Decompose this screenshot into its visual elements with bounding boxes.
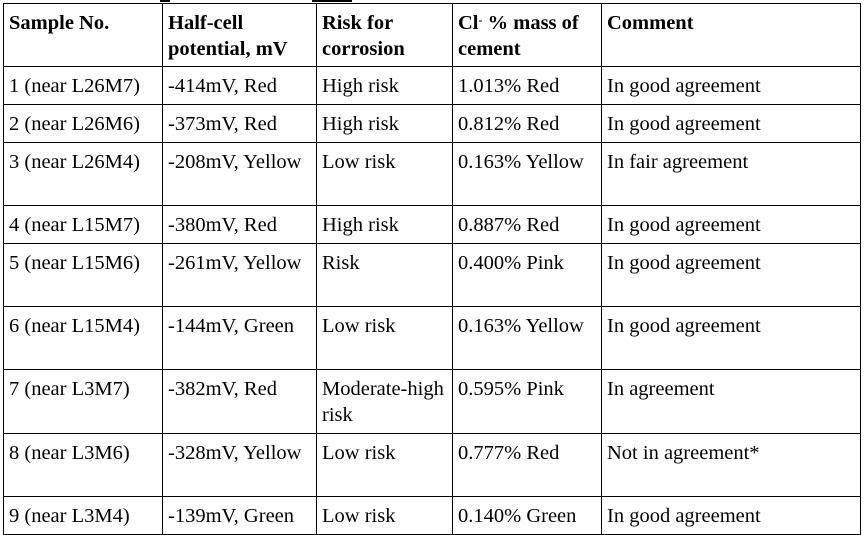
header-chloride-superscript: - [478,13,483,27]
cell-chloride: 0.140% Green [452,496,602,535]
cell-comment: In good agreement [601,306,861,370]
cell-potential: -414mV, Red [162,66,317,105]
header-chloride-prefix: Cl [458,12,479,34]
cell-chloride: 0.812% Red [452,104,602,143]
cell-chloride: 0.595% Pink [452,369,602,434]
cell-comment: In good agreement [601,243,861,307]
table-row: 2 (near L26M6) -373mV, Red High risk 0.8… [3,104,861,143]
cell-risk: High risk [316,205,453,244]
table-header-row: Sample No. Half-cell potential, mV Risk … [3,3,861,67]
table-row: 9 (near L3M4) -139mV, Green Low risk 0.1… [3,496,861,535]
table-row: 3 (near L26M4) -208mV, Yellow Low risk 0… [3,142,861,206]
cropped-line-fragment [160,0,170,2]
table-row: 7 (near L3M7) -382mV, Red Moderate-high … [3,369,861,434]
table-row: 1 (near L26M7) -414mV, Red High risk 1.0… [3,66,861,105]
cell-potential: -208mV, Yellow [162,142,317,206]
cell-risk: Low risk [316,496,453,535]
cell-chloride: 0.163% Yellow [452,306,602,370]
cell-risk: Low risk [316,142,453,206]
cell-sample: 2 (near L26M6) [3,104,163,143]
cell-potential: -382mV, Red [162,369,317,434]
cell-potential: -144mV, Green [162,306,317,370]
cell-chloride: 0.400% Pink [452,243,602,307]
cell-potential: -328mV, Yellow [162,433,317,497]
cell-risk: Low risk [316,306,453,370]
cell-comment: In good agreement [601,496,861,535]
cell-sample: 6 (near L15M4) [3,306,163,370]
header-sample-no: Sample No. [3,3,163,67]
cell-comment: In fair agreement [601,142,861,206]
table-row: 4 (near L15M7) -380mV, Red High risk 0.8… [3,205,861,244]
header-risk-for-corrosion: Risk for corrosion [316,3,453,67]
cell-risk: High risk [316,66,453,105]
cell-risk: Risk [316,243,453,307]
cell-potential: -380mV, Red [162,205,317,244]
cell-risk: Low risk [316,433,453,497]
cell-comment: In good agreement [601,104,861,143]
header-chloride-suffix: % mass of cement [458,12,579,60]
header-half-cell-potential: Half-cell potential, mV [162,3,317,67]
cell-sample: 1 (near L26M7) [3,66,163,105]
table-row: 5 (near L15M6) -261mV, Yellow Risk 0.400… [3,243,861,307]
cell-chloride: 0.163% Yellow [452,142,602,206]
cell-comment: Not in agreement* [601,433,861,497]
cell-sample: 9 (near L3M4) [3,496,163,535]
cell-sample: 3 (near L26M4) [3,142,163,206]
results-table: Sample No. Half-cell potential, mV Risk … [3,3,861,535]
cell-chloride: 0.887% Red [452,205,602,244]
cell-sample: 5 (near L15M6) [3,243,163,307]
cell-comment: In good agreement [601,66,861,105]
cell-chloride: 1.013% Red [452,66,602,105]
cell-sample: 7 (near L3M7) [3,369,163,434]
table-row: 6 (near L15M4) -144mV, Green Low risk 0.… [3,306,861,370]
cell-comment: In good agreement [601,205,861,244]
cell-risk: High risk [316,104,453,143]
cell-potential: -261mV, Yellow [162,243,317,307]
cell-comment: In agreement [601,369,861,434]
cell-sample: 4 (near L15M7) [3,205,163,244]
header-chloride-mass: Cl- % mass of cement [452,3,602,67]
cropped-line-fragment [312,0,352,2]
cell-risk: Moderate-high risk [316,369,453,434]
table-row: 8 (near L3M6) -328mV, Yellow Low risk 0.… [3,433,861,497]
cell-sample: 8 (near L3M6) [3,433,163,497]
header-comment: Comment [601,3,861,67]
cell-chloride: 0.777% Red [452,433,602,497]
cell-potential: -139mV, Green [162,496,317,535]
cell-potential: -373mV, Red [162,104,317,143]
